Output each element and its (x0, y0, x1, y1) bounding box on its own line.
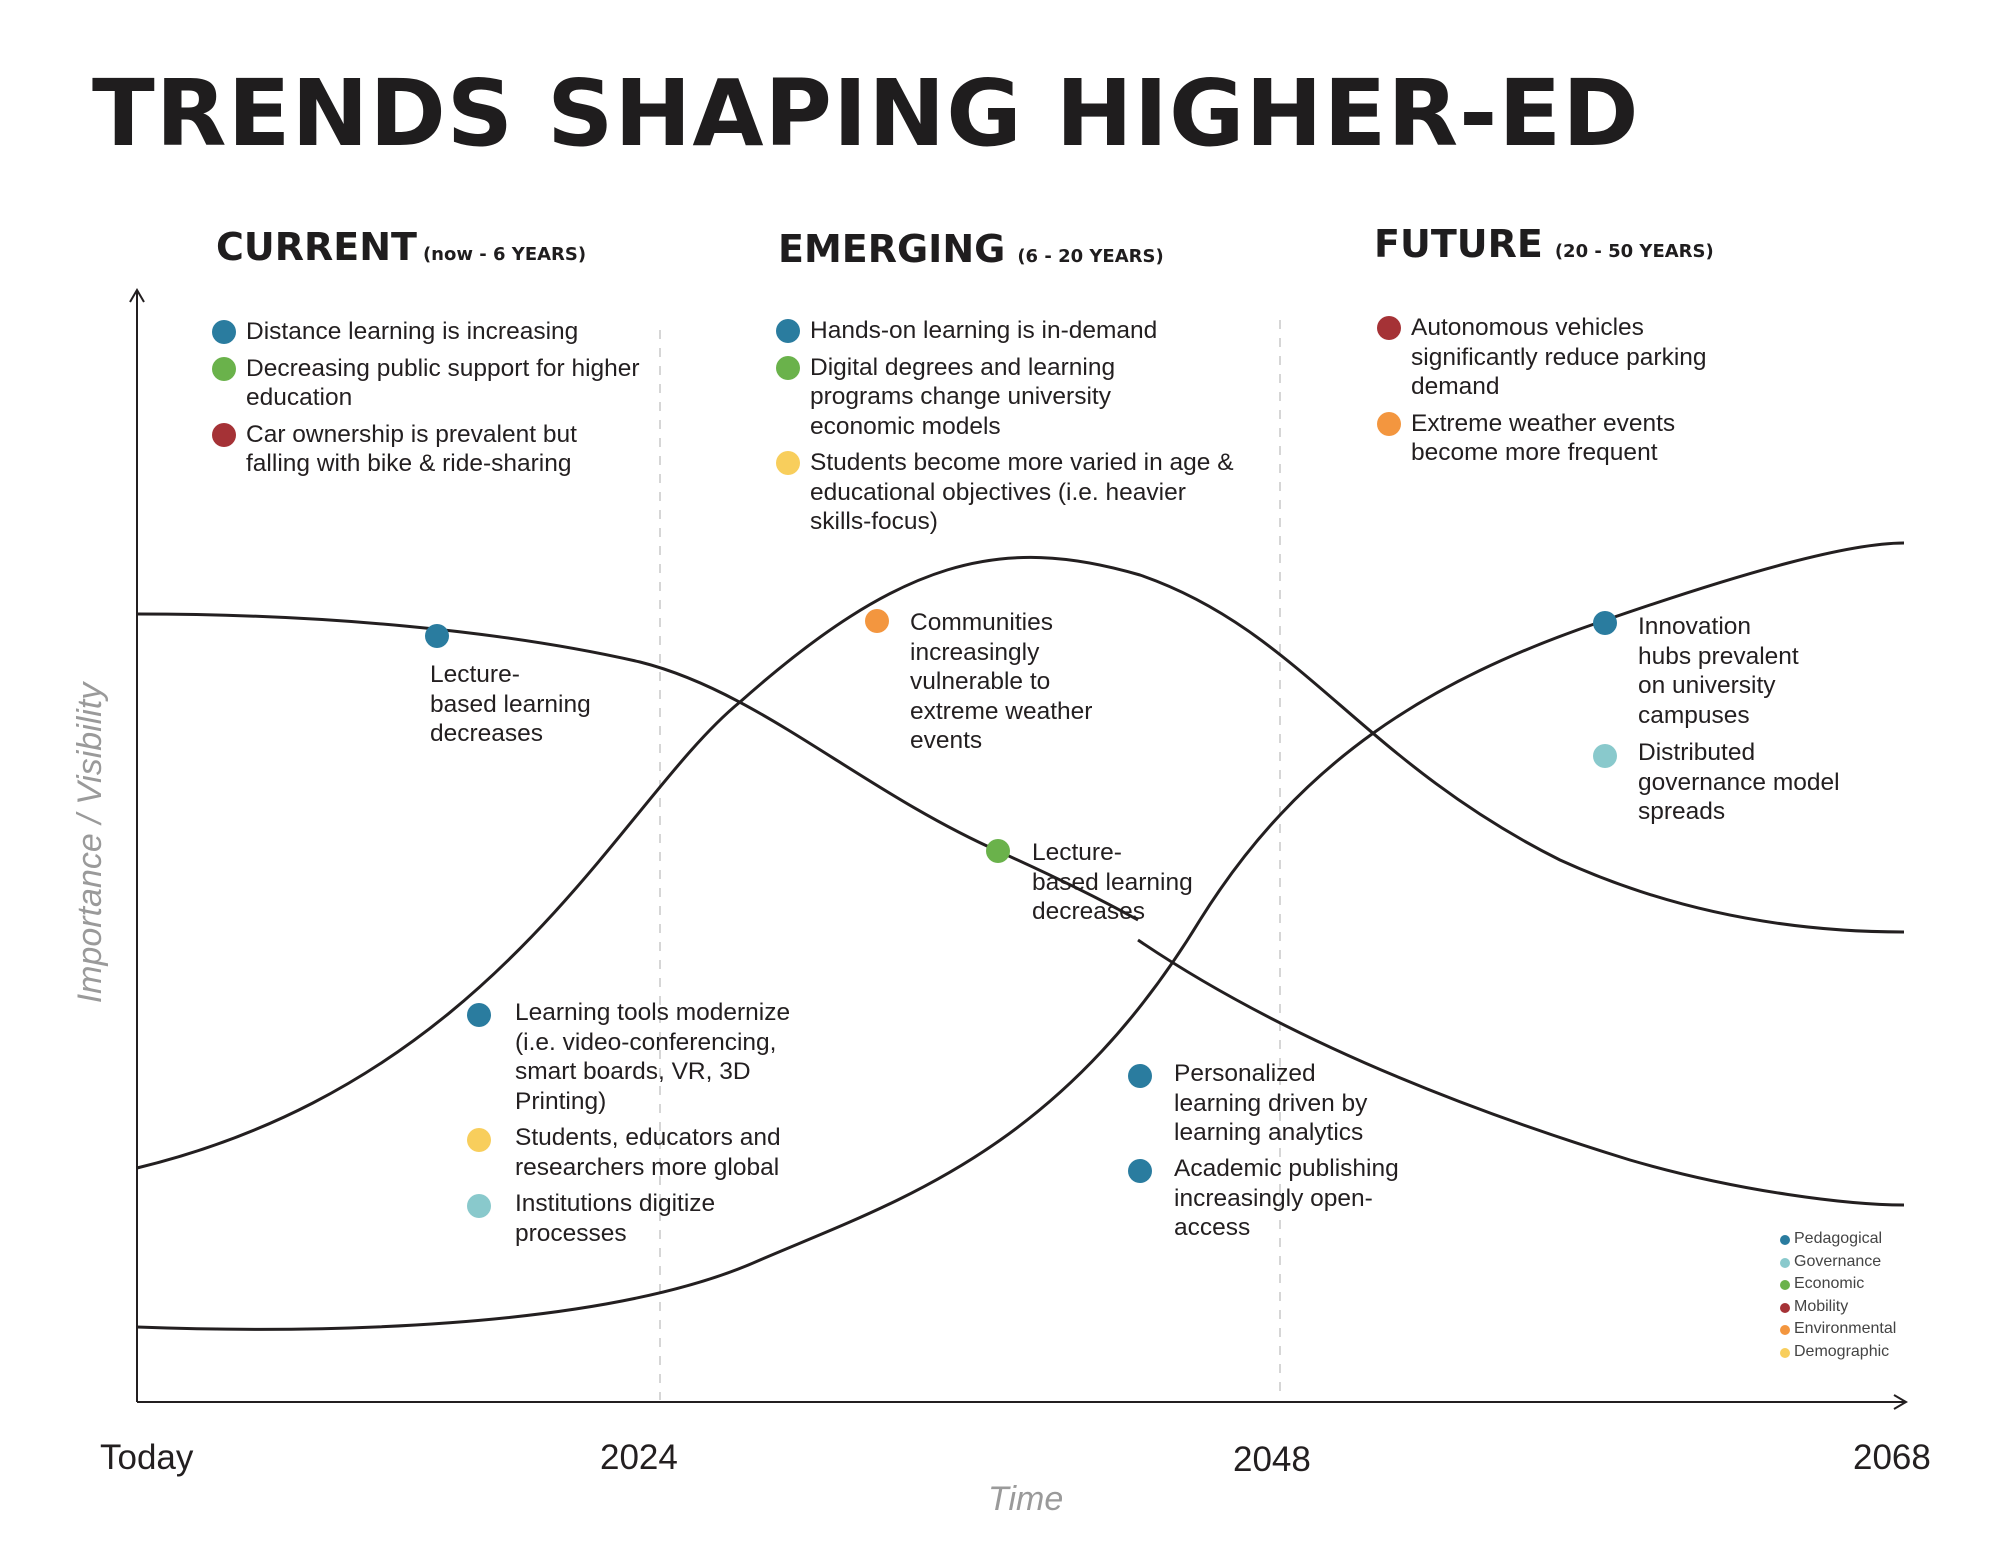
economic-dot-icon (212, 356, 236, 381)
environmental-dot-icon (1377, 411, 1401, 436)
column-header-emerging: EMERGING (6 - 20 YEARS) (778, 230, 1164, 268)
communities-marker-icon (865, 609, 889, 633)
annotation-distributed-governance: Distributed governance model spreads (1638, 739, 1840, 825)
column-range: (6 - 20 YEARS) (1017, 246, 1164, 267)
legend-item: Governance (1780, 1251, 1896, 1274)
list-item: Students become more varied in age & edu… (776, 448, 1236, 537)
x-tick-2024: 2024 (600, 1438, 678, 1477)
column-name: CURRENT (216, 225, 417, 269)
y-axis-arrow-icon (129, 288, 145, 303)
current-trends-list: Distance learning is increasing Decreasi… (212, 317, 642, 486)
list-item: Digital degrees and learning programs ch… (776, 353, 1170, 442)
pedagogical-dot-icon (212, 320, 236, 344)
academic-publishing-dot-icon (1128, 1159, 1152, 1183)
economic-dot-icon (776, 355, 800, 380)
pedagogical-dot-icon (776, 319, 800, 343)
x-axis-title: Time (988, 1480, 1064, 1518)
students-global-dot-icon (467, 1128, 491, 1152)
x-axis-arrow-icon (1893, 1394, 1908, 1410)
economic-dot-icon (1780, 1280, 1790, 1290)
legend: Pedagogical Governance Economic Mobility… (1780, 1228, 1896, 1363)
annotation-personalized: Personalized learning driven by learning a… (1174, 1060, 1368, 1146)
legend-item: Mobility (1780, 1296, 1896, 1319)
demographic-dot-icon (776, 451, 800, 475)
annotation-institutions: Institutions digitize processes (515, 1190, 716, 1247)
x-tick-2068: 2068 (1853, 1438, 1931, 1477)
page-title: TRENDS SHAPING HIGHER-ED (92, 60, 1640, 167)
list-item: Extreme weather events become more frequ… (1377, 409, 1757, 468)
declining-trend-curve (136, 612, 1139, 922)
x-tick-2048: 2048 (1233, 1440, 1311, 1479)
emerging-trend-curve (136, 555, 1905, 1170)
column-name: EMERGING (778, 227, 1006, 271)
annotation-academic-publishing: Academic publishing increasingly open-acc… (1174, 1155, 1399, 1241)
personalized-marker-icon (1128, 1064, 1152, 1088)
mobility-dot-icon (1780, 1302, 1790, 1313)
emerging-trends-list: Hands-on learning is in-demand Digital d… (776, 316, 1236, 544)
mobility-dot-icon (1377, 316, 1401, 340)
y-axis-title: Importance / Visibility (71, 682, 109, 1004)
legend-item: Economic (1780, 1273, 1896, 1296)
future-trends-list: Autonomous vehicles significantly reduce… (1377, 313, 1757, 475)
annotation-students-global: Students, educators and researchers more … (515, 1124, 781, 1181)
list-item: Distance learning is increasing (212, 317, 642, 347)
list-item: Car ownership is prevalent but falling w… (212, 420, 642, 479)
annotation-lecture-based-1: Lecture-based learning decreases (430, 661, 591, 747)
column-name: FUTURE (1374, 222, 1543, 266)
annotation-innovation-hubs: Innovation hubs prevalent on university cam… (1638, 613, 1799, 729)
environmental-dot-icon (1780, 1325, 1790, 1335)
column-header-future: FUTURE (20 - 50 YEARS) (1374, 225, 1714, 263)
distributed-governance-dot-icon (1593, 744, 1617, 768)
governance-dot-icon (1780, 1257, 1790, 1268)
annotation-communities: Communities increasingly vulnerable to extr… (910, 609, 1093, 754)
column-header-current: CURRENT (now - 6 YEARS) (216, 228, 586, 266)
lecture-economic-marker-icon (986, 839, 1010, 863)
annotation-lecture-based-2: Lecture-based learning decreases (1032, 839, 1193, 925)
future-trend-curve (136, 541, 1905, 1331)
list-item: Hands-on learning is in-demand (776, 316, 1236, 346)
learning-tools-marker-icon (467, 1003, 491, 1027)
list-item: Autonomous vehicles significantly reduce… (1377, 313, 1757, 402)
innovation-marker-icon (1593, 611, 1617, 635)
legend-item: Pedagogical (1780, 1228, 1896, 1251)
legend-item: Demographic (1780, 1341, 1896, 1364)
institutions-dot-icon (467, 1194, 491, 1218)
declining-trend-curve-tail (1137, 938, 1905, 1207)
x-tick-today: Today (100, 1438, 194, 1477)
lecture-marker-icon (425, 624, 449, 648)
mobility-dot-icon (212, 422, 236, 447)
list-item: Decreasing public support for higher edu… (212, 354, 642, 413)
column-range: (now - 6 YEARS) (422, 244, 587, 265)
legend-item: Environmental (1780, 1318, 1896, 1341)
column-range: (20 - 50 YEARS) (1554, 241, 1714, 262)
annotation-learning-tools: Learning tools modernize (i.e. video-conf… (515, 999, 791, 1115)
pedagogical-dot-icon (1780, 1235, 1790, 1245)
demographic-dot-icon (1780, 1347, 1790, 1358)
